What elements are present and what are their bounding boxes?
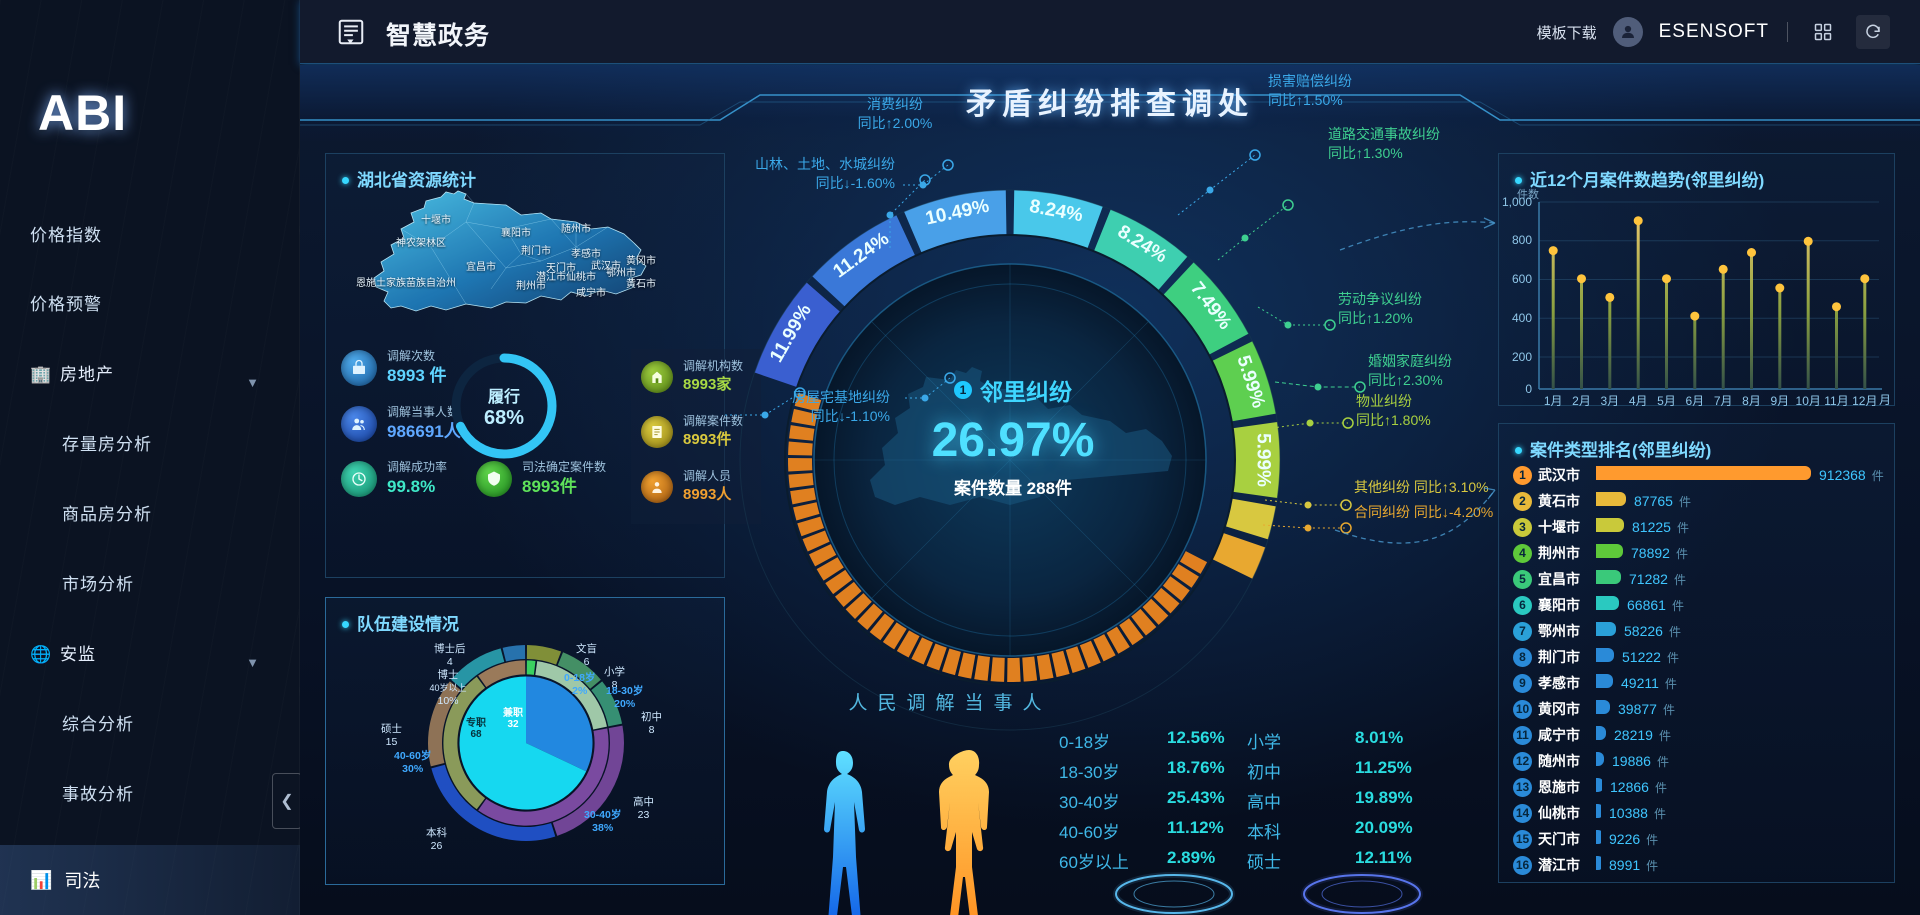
- svg-text:10月: 10月: [1796, 394, 1821, 408]
- svg-text:800: 800: [1512, 233, 1532, 247]
- svg-text:9月: 9月: [1770, 394, 1789, 408]
- svg-text:5月: 5月: [1657, 394, 1676, 408]
- svg-text:8月: 8月: [1742, 394, 1761, 408]
- svg-text:7月: 7月: [1714, 394, 1733, 408]
- svg-text:月: 月: [1879, 393, 1891, 407]
- svg-text:11月: 11月: [1824, 394, 1848, 408]
- svg-text:4月: 4月: [1629, 394, 1648, 408]
- svg-text:600: 600: [1512, 272, 1532, 286]
- svg-text:3月: 3月: [1600, 394, 1619, 408]
- svg-text:12月: 12月: [1852, 394, 1877, 408]
- svg-text:6月: 6月: [1685, 394, 1704, 408]
- svg-text:1,000: 1,000: [1502, 195, 1532, 209]
